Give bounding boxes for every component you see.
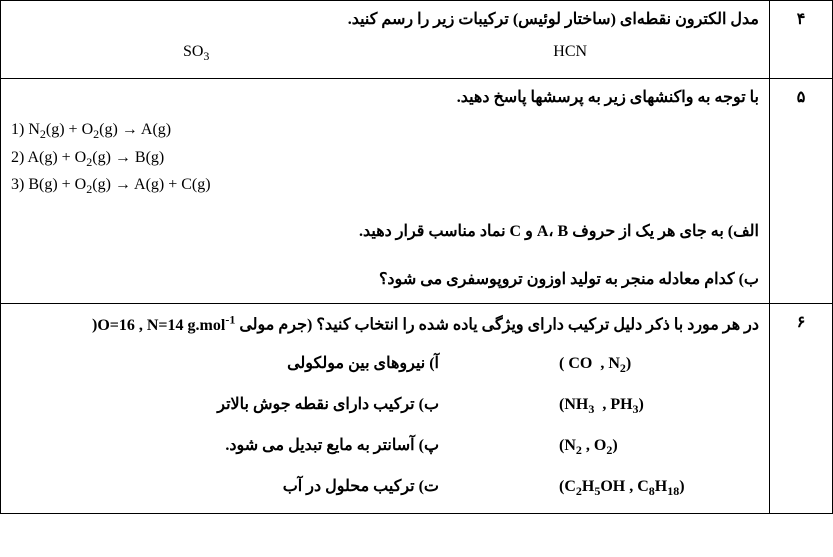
q5-equations: 1) N2(g) + O2(g) → A(g) 2) A(g) + O2(g) …: [11, 117, 759, 199]
q5-prompt: با توجه به واکنشهای زیر به پرسشها پاسخ د…: [11, 87, 759, 107]
q6-row-a: ( CO , N2) آ) نیروهای بین مولکولی: [11, 353, 759, 376]
q4-body: مدل الکترون نقطه‌ای (ساختار لوئیس) ترکیب…: [1, 1, 770, 79]
q6-number: ۶: [770, 304, 833, 514]
q5-sub-b: ب) کدام معادله منجر به تولید اوزون تروپو…: [11, 269, 759, 289]
q6-row-t: (C2H5OH , C8H18) ت) ترکیب محلول در آب: [11, 476, 759, 499]
q6-a-formula: ( CO , N2): [439, 355, 759, 376]
q6-t-label: ت) ترکیب محلول در آب: [11, 476, 439, 496]
q6-b-formula: (NH3 , PH3): [439, 396, 759, 417]
q6-prompt-molar: O=16 , N=14 g.mol-1: [97, 317, 235, 334]
q6-row-b: (NH3 , PH3) ب) ترکیب دارای نقطه جوش بالا…: [11, 394, 759, 417]
q6-prompt: در هر مورد با ذکر دلیل ترکیب دارای ویژگی…: [11, 312, 759, 334]
q4-so3-text: SO: [183, 43, 203, 60]
q5-eq1: 1) N2(g) + O2(g) → A(g): [11, 117, 759, 144]
q4-number: ۴: [770, 1, 833, 79]
q5-eq2: 2) A(g) + O2(g) → B(g): [11, 145, 759, 172]
q6-b-label: ب) ترکیب دارای نقطه جوش بالاتر: [11, 394, 439, 414]
row-q5: با توجه به واکنشهای زیر به پرسشها پاسخ د…: [1, 79, 833, 304]
q4-formulas: SO3 HCN: [11, 43, 759, 64]
q6-p-formula: (N2 , O2): [439, 437, 759, 458]
q5-sub-a: الف) به جای هر یک از حروف A، B و C نماد …: [11, 221, 759, 241]
q6-a-label: آ) نیروهای بین مولکولی: [11, 353, 439, 373]
questions-table: مدل الکترون نقطه‌ای (ساختار لوئیس) ترکیب…: [0, 0, 833, 514]
row-q4: مدل الکترون نقطه‌ای (ساختار لوئیس) ترکیب…: [1, 1, 833, 79]
q5-body: با توجه به واکنشهای زیر به پرسشها پاسخ د…: [1, 79, 770, 304]
q4-formula-hcn: HCN: [553, 43, 587, 64]
q4-formula-so3: SO3: [183, 43, 209, 64]
q6-prompt-pre: در هر مورد با ذکر دلیل ترکیب دارای ویژگی…: [235, 317, 759, 334]
q4-prompt: مدل الکترون نقطه‌ای (ساختار لوئیس) ترکیب…: [11, 9, 759, 29]
q6-row-p: (N2 , O2) پ) آسانتر به مایع تبدیل می شود…: [11, 435, 759, 458]
q6-p-label: پ) آسانتر به مایع تبدیل می شود.: [11, 435, 439, 455]
q5-number: ۵: [770, 79, 833, 304]
q6-t-formula: (C2H5OH , C8H18): [439, 478, 759, 499]
q6-body: در هر مورد با ذکر دلیل ترکیب دارای ویژگی…: [1, 304, 770, 514]
q5-eq3: 3) B(g) + O2(g) → A(g) + C(g): [11, 172, 759, 199]
row-q6: در هر مورد با ذکر دلیل ترکیب دارای ویژگی…: [1, 304, 833, 514]
